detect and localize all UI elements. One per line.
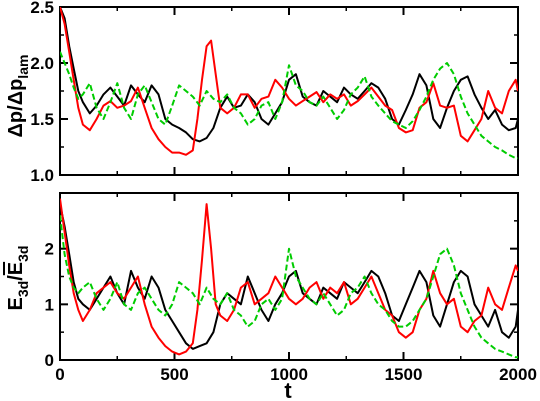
bottom-y-axis-label-den: E	[5, 262, 27, 275]
bottom-y-axis-label-num-sub: 3d	[15, 281, 31, 297]
bottom-y-axis-label-den-sub: 3d	[15, 246, 31, 262]
bottom-series-red-line	[60, 198, 518, 356]
top-series-black-line	[60, 7, 518, 143]
bottom-y-tick-label: 0	[45, 351, 54, 370]
x-axis-label: t	[284, 378, 292, 401]
bottom-series-green-line	[60, 215, 518, 359]
top-y-axis-label-sub: lam	[15, 55, 31, 79]
x-tick-label: 1500	[385, 365, 423, 384]
bottom-panel: 0 500 1000 1500 2000 0 1 2 E3d/E3d t	[5, 192, 537, 401]
top-axis-ticks: 1.0 1.5 2.0 2.5	[30, 0, 519, 185]
top-y-tick-label: 1.0	[30, 166, 54, 185]
bottom-y-tick-label: 1	[45, 295, 54, 314]
top-series-red-line	[60, 7, 518, 156]
top-series-lines	[60, 7, 518, 160]
bottom-y-axis-label-num: E	[5, 297, 27, 310]
top-y-axis-label: Δp/Δplam	[5, 55, 31, 138]
top-series-green-line	[60, 51, 518, 160]
x-tick-label: 0	[55, 365, 64, 384]
top-y-tick-label: 2.5	[30, 0, 54, 17]
bottom-series-black-line	[60, 203, 518, 350]
top-y-tick-label: 2.0	[30, 54, 54, 73]
bottom-y-axis-label: E3d/E3d	[5, 246, 31, 311]
x-tick-label: 500	[160, 365, 188, 384]
top-y-tick-label: 1.5	[30, 110, 54, 129]
bottom-series-lines	[60, 198, 518, 359]
x-tick-label: 1000	[270, 365, 308, 384]
bottom-y-tick-label: 2	[45, 240, 54, 259]
x-tick-label: 2000	[499, 365, 537, 384]
top-y-axis-label-main: Δp/Δp	[5, 79, 27, 138]
top-panel: 1.0 1.5 2.0 2.5 Δp/Δplam	[5, 0, 519, 185]
